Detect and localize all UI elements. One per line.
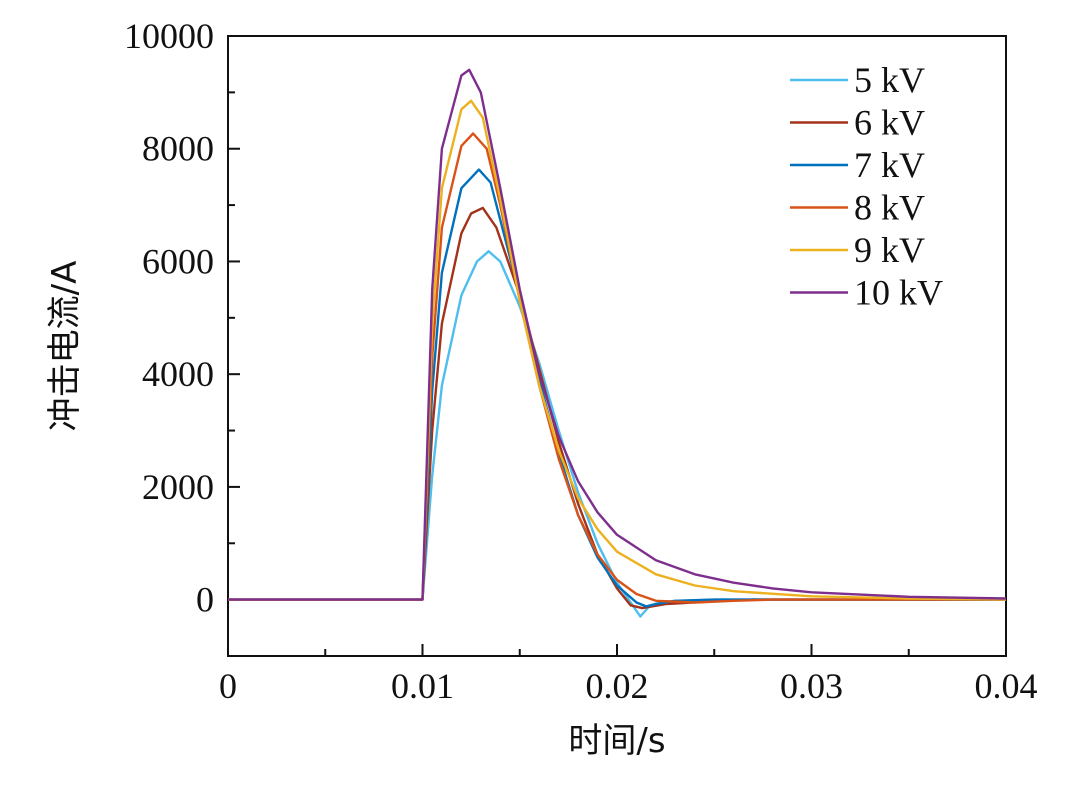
legend-label: 8 kV	[854, 188, 925, 228]
x-tick-label: 0.03	[780, 666, 843, 706]
y-tick-label: 6000	[142, 241, 214, 281]
y-tick-label: 10000	[124, 16, 214, 56]
ticks: 0 0.01 0.02 0.03 0.04 0 2000 4000 6000 8000 10000	[124, 16, 1038, 706]
legend-label: 10 kV	[854, 273, 943, 313]
y-tick-label: 2000	[142, 467, 214, 507]
y-tick-label: 0	[196, 580, 214, 620]
series-line-8-kv	[228, 132, 1006, 604]
plot-area	[228, 68, 1007, 618]
legend-label: 9 kV	[854, 230, 925, 270]
legend-label: 6 kV	[854, 103, 925, 143]
legend-label: 7 kV	[854, 145, 925, 185]
series-line-9-kv	[228, 99, 1007, 601]
x-axis-title: 时间/s	[568, 721, 665, 761]
x-tick-label: 0.01	[391, 666, 454, 706]
x-tick-label: 0.02	[586, 666, 649, 706]
x-tick-label: 0.04	[975, 666, 1038, 706]
y-axis-title: 冲击电流/A	[45, 261, 85, 432]
x-tick-label: 0	[219, 666, 237, 706]
y-tick-label: 4000	[142, 354, 214, 394]
y-tick-label: 8000	[142, 129, 214, 169]
legend-label: 5 kV	[854, 60, 925, 100]
series-line-10-kv	[228, 68, 1007, 601]
